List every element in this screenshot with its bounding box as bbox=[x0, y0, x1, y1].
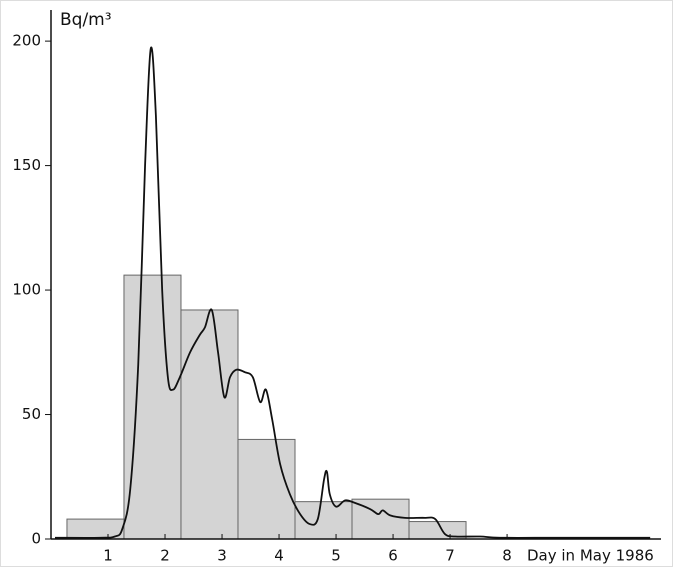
y-axis-label: Bq/m³ bbox=[60, 10, 112, 30]
bar bbox=[294, 501, 353, 540]
x-tick-label: 7 bbox=[445, 547, 455, 565]
y-tick-label: 150 bbox=[12, 156, 41, 174]
x-tick-label: 2 bbox=[160, 547, 170, 565]
x-tick-label: 3 bbox=[217, 547, 227, 565]
y-tick-label: 50 bbox=[22, 405, 41, 423]
x-tick-label: 4 bbox=[274, 547, 284, 565]
y-tick-label: 0 bbox=[31, 530, 41, 548]
bar bbox=[180, 309, 239, 540]
x-tick-label: 6 bbox=[388, 547, 398, 565]
line bbox=[54, 46, 651, 539]
y-tick-label: 200 bbox=[12, 32, 41, 50]
x-axis-label: Day in May 1986 bbox=[527, 547, 654, 565]
bar bbox=[237, 438, 296, 540]
x-tick-label: 8 bbox=[502, 547, 512, 565]
bar bbox=[123, 274, 182, 540]
x-tick-label: 1 bbox=[103, 547, 113, 565]
x-tick-label: 5 bbox=[331, 547, 341, 565]
y-tick-label: 100 bbox=[12, 281, 41, 299]
